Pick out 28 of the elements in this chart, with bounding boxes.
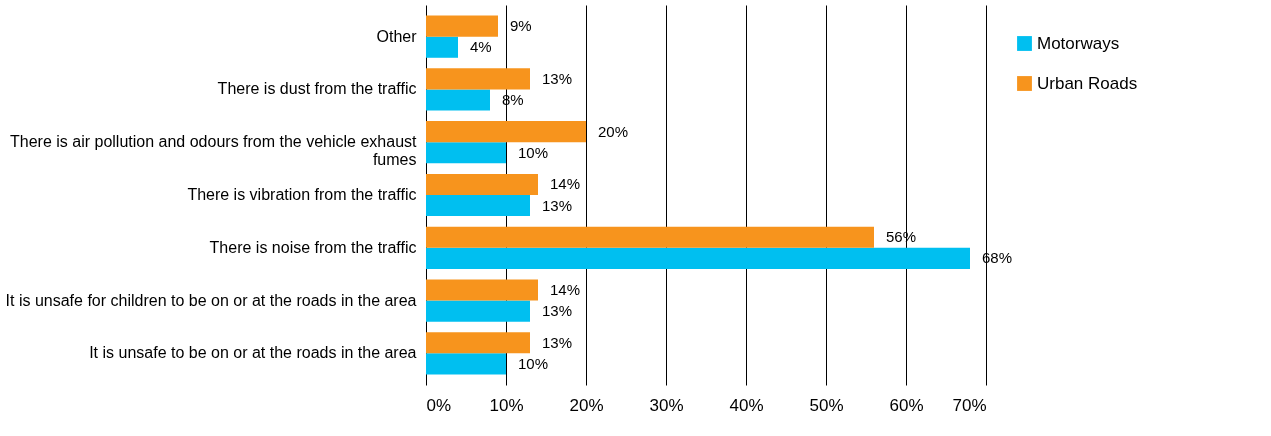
data-label: 13% xyxy=(542,196,573,214)
data-label: 20% xyxy=(598,122,629,140)
y-tick-label: Other xyxy=(376,27,418,45)
x-tick-label: 50% xyxy=(809,395,844,415)
legend-label: Urban Roads xyxy=(1037,73,1138,93)
data-label: 14% xyxy=(550,281,581,298)
y-tick-label: There is dust from the traffic xyxy=(217,80,417,98)
data-label: 13% xyxy=(542,333,573,351)
data-label: 14% xyxy=(550,175,581,193)
y-tick-label: There is air pollution and odours from the vehicle exhaust fumes xyxy=(10,133,418,169)
x-tick-label: 20% xyxy=(569,395,604,415)
data-label: 13% xyxy=(542,302,573,320)
data-label: 10% xyxy=(518,143,549,161)
y-tick-label: It is unsafe for children to be on or at the roads in the area xyxy=(5,291,417,309)
x-tick-label: 10% xyxy=(489,395,524,415)
data-label: 9% xyxy=(510,17,532,35)
x-tick-label: 70% xyxy=(952,395,987,415)
y-tick-label: It is unsafe to be on or at the roads in the area xyxy=(89,344,417,362)
data-label: 13% xyxy=(542,69,573,87)
data-label: 4% xyxy=(470,38,492,56)
y-tick-label: There is noise from the traffic xyxy=(209,238,417,256)
x-tick-label: 0% xyxy=(426,395,452,415)
x-tick-label: 40% xyxy=(729,395,764,415)
data-label: 10% xyxy=(518,354,549,372)
legend-label: Motorways xyxy=(1037,33,1120,53)
y-tick-label: There is vibration from the traffic xyxy=(187,186,417,203)
x-tick-label: 60% xyxy=(889,395,924,415)
x-tick-label: 30% xyxy=(649,395,684,415)
